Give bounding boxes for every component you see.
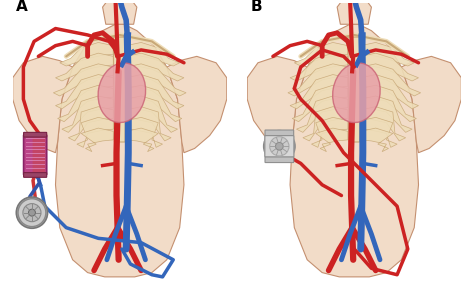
Polygon shape: [337, 0, 372, 24]
FancyBboxPatch shape: [24, 132, 47, 137]
Polygon shape: [126, 107, 171, 141]
Text: B: B: [250, 0, 262, 14]
Circle shape: [264, 131, 295, 162]
Polygon shape: [361, 128, 393, 152]
Polygon shape: [361, 53, 419, 81]
Polygon shape: [361, 85, 416, 122]
Polygon shape: [113, 37, 126, 142]
Polygon shape: [288, 64, 348, 96]
Polygon shape: [54, 64, 113, 96]
Polygon shape: [401, 56, 461, 153]
Polygon shape: [62, 96, 113, 132]
Polygon shape: [290, 75, 348, 109]
Polygon shape: [126, 85, 182, 122]
Polygon shape: [247, 56, 307, 153]
Polygon shape: [126, 96, 178, 132]
Polygon shape: [348, 37, 361, 142]
Polygon shape: [68, 107, 113, 141]
Polygon shape: [361, 42, 414, 66]
Polygon shape: [13, 56, 73, 153]
Polygon shape: [292, 85, 348, 122]
Circle shape: [18, 199, 46, 227]
Polygon shape: [316, 128, 348, 152]
Polygon shape: [167, 56, 227, 153]
FancyBboxPatch shape: [24, 173, 47, 177]
Circle shape: [16, 197, 47, 228]
Polygon shape: [126, 75, 184, 109]
Polygon shape: [361, 75, 419, 109]
Polygon shape: [290, 24, 419, 277]
Polygon shape: [361, 117, 397, 147]
FancyBboxPatch shape: [265, 135, 294, 157]
Polygon shape: [102, 0, 137, 24]
Polygon shape: [126, 53, 184, 81]
Polygon shape: [126, 128, 158, 152]
Polygon shape: [55, 53, 113, 81]
Polygon shape: [55, 24, 184, 277]
Polygon shape: [296, 96, 348, 132]
FancyBboxPatch shape: [24, 135, 47, 175]
Polygon shape: [361, 107, 406, 141]
Polygon shape: [361, 64, 420, 96]
Polygon shape: [58, 85, 113, 122]
Polygon shape: [294, 42, 348, 66]
Circle shape: [270, 137, 289, 156]
Polygon shape: [126, 117, 163, 147]
Ellipse shape: [98, 63, 146, 123]
Polygon shape: [303, 107, 348, 141]
Polygon shape: [60, 42, 113, 66]
Circle shape: [275, 143, 283, 150]
FancyBboxPatch shape: [265, 130, 294, 135]
Circle shape: [23, 204, 41, 222]
Ellipse shape: [333, 63, 380, 123]
Text: A: A: [16, 0, 27, 14]
Polygon shape: [126, 42, 180, 66]
Polygon shape: [81, 128, 113, 152]
Polygon shape: [311, 117, 348, 147]
Polygon shape: [55, 75, 113, 109]
Polygon shape: [126, 64, 186, 96]
FancyBboxPatch shape: [265, 157, 294, 162]
Polygon shape: [290, 53, 348, 81]
Circle shape: [28, 209, 36, 216]
Polygon shape: [77, 117, 113, 147]
Polygon shape: [361, 96, 412, 132]
FancyBboxPatch shape: [33, 135, 45, 175]
